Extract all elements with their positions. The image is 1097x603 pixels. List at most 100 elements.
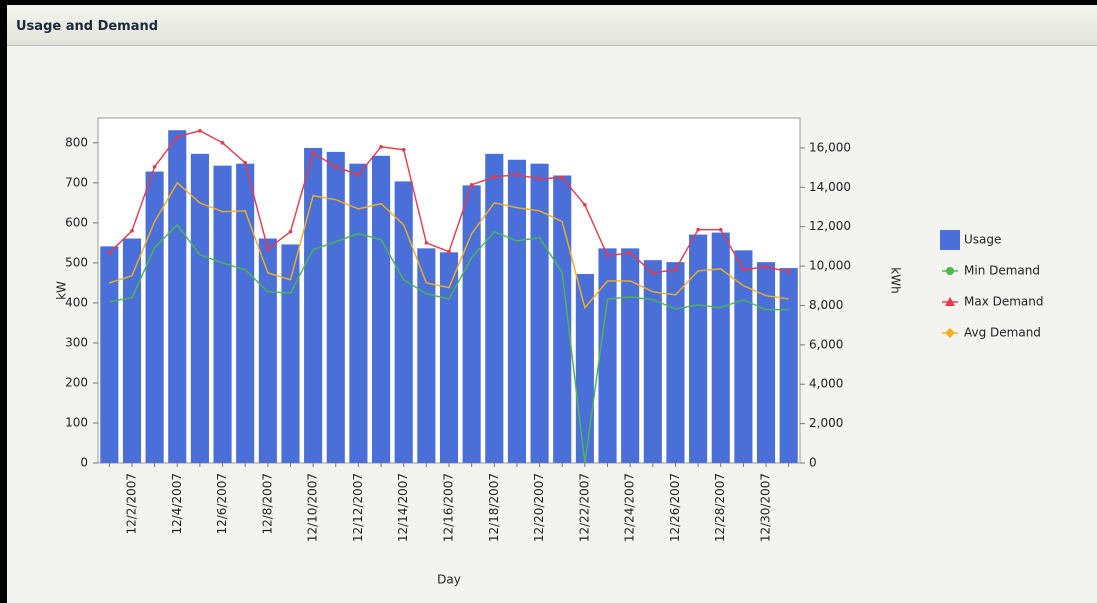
line-marker — [220, 141, 225, 145]
line-marker — [379, 145, 383, 149]
legend-label: Usage — [964, 233, 1001, 247]
x-tick-label: 12/26/2007 — [668, 473, 682, 542]
bar — [530, 163, 549, 463]
bar — [326, 151, 345, 463]
line-marker — [673, 267, 678, 272]
line-marker — [469, 183, 474, 187]
legend-label: Avg Demand — [964, 326, 1041, 340]
bar — [281, 244, 300, 463]
y-axis-label: kW — [55, 281, 69, 300]
y-tick-label: 500 — [65, 255, 88, 269]
x-tick-label: 12/18/2007 — [487, 473, 501, 542]
bar — [485, 153, 504, 463]
y2-axis-label: kWh — [889, 267, 903, 293]
bar — [439, 252, 459, 463]
line — [109, 181, 789, 310]
legend-label: Min Demand — [964, 264, 1040, 278]
line-marker — [288, 229, 293, 234]
line-marker — [628, 251, 632, 255]
bar — [666, 262, 685, 463]
x-tick-label: 12/14/2007 — [396, 473, 410, 542]
y-tick-label: 0 — [80, 456, 88, 470]
x-tick-label: 12/22/2007 — [577, 473, 591, 542]
line-marker — [243, 161, 247, 165]
chart: 0 100 200 300 400 500 600 700 800 0 2,000 4,000 6,00… — [55, 117, 1044, 587]
y2-tick-label: 2,000 — [809, 416, 843, 430]
bar — [304, 147, 323, 463]
bar — [734, 250, 753, 463]
legend-marker — [945, 297, 955, 306]
x-tick-label: 12/10/2007 — [306, 473, 320, 542]
y-tick-label: 600 — [65, 215, 88, 229]
y2-tick-label: 14,000 — [809, 180, 851, 194]
bar — [621, 248, 640, 463]
line-marker — [424, 241, 429, 245]
bar — [756, 262, 776, 463]
y2-tick-label: 16,000 — [809, 140, 851, 154]
bar — [553, 175, 572, 463]
line-marker — [583, 203, 587, 207]
bar — [349, 163, 368, 463]
line-marker — [130, 229, 134, 233]
x-tick-label: 12/2/2007 — [124, 473, 138, 535]
line-marker — [764, 265, 768, 269]
bar — [236, 163, 255, 463]
legend-marker — [945, 328, 955, 338]
x-tick-label: 12/6/2007 — [215, 473, 229, 535]
line-marker — [537, 177, 542, 181]
x-axis-label: Day — [437, 573, 461, 587]
bar — [258, 238, 277, 463]
line-marker — [266, 247, 270, 251]
x-tick-label: 12/24/2007 — [623, 473, 637, 542]
line-marker — [515, 173, 519, 177]
line-marker — [560, 175, 565, 180]
bar — [643, 260, 662, 463]
y-tick-label: 100 — [65, 415, 88, 429]
line-marker — [651, 271, 655, 275]
bar — [100, 246, 119, 463]
line-marker — [492, 175, 497, 179]
bar — [462, 185, 481, 463]
bar — [394, 181, 413, 463]
bar — [213, 165, 232, 463]
line-marker — [107, 251, 112, 255]
bar — [711, 232, 730, 463]
y2-tick-label: 0 — [809, 456, 817, 470]
legend-label: Max Demand — [964, 295, 1044, 309]
line-marker — [786, 269, 791, 274]
line-marker — [741, 267, 746, 272]
y-tick-label: 400 — [65, 295, 88, 309]
x-tick-label: 12/30/2007 — [759, 473, 773, 542]
panel-header: Usage and Demand — [7, 5, 1097, 46]
x-tick-label: 12/12/2007 — [351, 473, 365, 542]
line-marker — [356, 173, 361, 177]
line-marker — [311, 151, 315, 155]
bar — [372, 155, 391, 463]
line — [109, 223, 789, 464]
x-tick-label: 12/8/2007 — [260, 473, 274, 535]
line-marker — [175, 135, 180, 139]
bar — [689, 234, 708, 463]
y-tick-label: 200 — [65, 375, 88, 389]
x-tick-label: 12/28/2007 — [713, 473, 727, 542]
bar — [598, 248, 617, 463]
x-tick-label: 12/20/2007 — [532, 473, 546, 542]
y2-tick-label: 4,000 — [809, 377, 843, 391]
y-tick-label: 800 — [65, 135, 88, 149]
bar — [575, 273, 594, 463]
bar — [145, 171, 164, 463]
x-tick-label: 12/16/2007 — [442, 473, 456, 542]
panel: Usage and Demand 0 100 200 300 400 500 600 700 8… — [7, 5, 1097, 603]
line-marker — [696, 227, 700, 232]
y2-tick-label: 12,000 — [809, 219, 851, 233]
line-marker — [401, 147, 406, 152]
y2-tick-label: 10,000 — [809, 259, 851, 273]
bar — [122, 238, 142, 463]
legend-swatch — [940, 230, 960, 250]
y2-tick-label: 6,000 — [809, 337, 843, 351]
line-marker — [605, 253, 610, 258]
line-marker — [152, 165, 157, 169]
bar — [190, 153, 209, 463]
y2-tick-label: 8,000 — [809, 298, 843, 312]
